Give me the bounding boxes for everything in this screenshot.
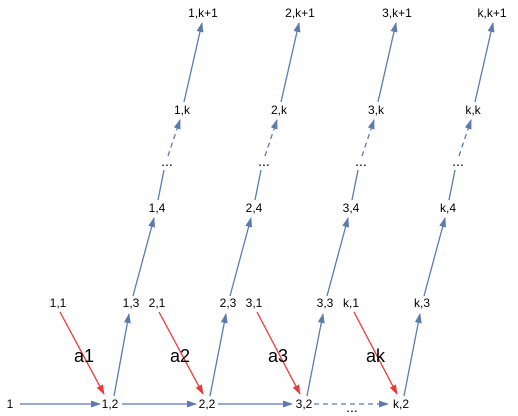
edge-3k-to-3kp xyxy=(377,22,398,103)
node-3-3: 3,3 xyxy=(317,296,334,310)
node-k-k-plus-1: k,k+1 xyxy=(477,6,506,20)
node-1-2: 1,2 xyxy=(102,397,119,411)
node-2-4: 2,4 xyxy=(246,201,263,215)
edge-k3-to-k4 xyxy=(423,217,447,297)
node-k-4: k,4 xyxy=(440,201,456,215)
edge-2d-to-2k-dashed xyxy=(264,119,278,157)
node-k-3: k,3 xyxy=(414,296,430,310)
edge-13-to-14 xyxy=(132,217,156,297)
edge-32-to-33 xyxy=(306,313,325,397)
node-1-3: 1,3 xyxy=(123,296,140,310)
node-2-k: 2,k xyxy=(271,103,288,117)
edge-label-ak: ak xyxy=(366,346,386,366)
node-3-k-plus-1: 3,k+1 xyxy=(382,6,412,20)
edge-23-to-24 xyxy=(229,217,253,297)
edge-14-to-1d xyxy=(157,169,165,201)
edge-label-a3: a3 xyxy=(268,346,288,366)
node-3-ellipsis: ... xyxy=(355,153,367,169)
edge-k2-to-k3 xyxy=(403,313,422,397)
bottom-ellipsis: ... xyxy=(346,399,358,415)
node-2-k-plus-1: 2,k+1 xyxy=(285,6,315,20)
edge-34-to-3d xyxy=(351,169,359,201)
edge-12-to-13 xyxy=(113,313,131,397)
edge-label-a2: a2 xyxy=(170,346,190,366)
node-2-ellipsis: ... xyxy=(258,153,270,169)
node-2-3: 2,3 xyxy=(220,296,237,310)
node-1-4: 1,4 xyxy=(149,201,166,215)
node-k-k: k,k xyxy=(465,103,481,117)
edge-21-to-22 xyxy=(158,311,204,395)
node-k-1: k,1 xyxy=(343,296,359,310)
edge-24-to-2d xyxy=(254,169,262,201)
edge-kk-to-kkp xyxy=(474,22,495,103)
edge-1d-to-1k-dashed xyxy=(167,119,181,157)
node-3-k: 3,k xyxy=(368,103,385,117)
node-1-1: 1,1 xyxy=(50,296,67,310)
edge-k4-to-kd xyxy=(448,169,456,201)
edge-2k-to-2kp xyxy=(280,22,301,103)
edge-1k-to-1kp xyxy=(183,22,204,103)
edge-22-to-23 xyxy=(209,313,228,397)
edge-31-to-32 xyxy=(256,311,301,395)
node-1-k-plus-1: 1,k+1 xyxy=(188,6,218,20)
edge-33-to-34 xyxy=(326,217,350,297)
node-3-2: 3,2 xyxy=(296,397,313,411)
node-2-1: 2,1 xyxy=(149,296,166,310)
node-1-ellipsis: ... xyxy=(161,153,173,169)
node-k-2: k,2 xyxy=(393,397,409,411)
node-1: 1 xyxy=(7,397,14,411)
edge-3d-to-3k-dashed xyxy=(361,119,375,157)
node-3-4: 3,4 xyxy=(343,201,360,215)
edge-kd-to-kk-dashed xyxy=(458,119,472,157)
node-k-ellipsis: ... xyxy=(452,153,464,169)
edge-k1-to-k2 xyxy=(353,311,398,395)
edge-11-to-12 xyxy=(59,311,105,395)
node-2-2: 2,2 xyxy=(199,397,216,411)
node-1-k: 1,k xyxy=(174,103,191,117)
node-3-1: 3,1 xyxy=(246,296,263,310)
edge-label-a1: a1 xyxy=(74,346,94,366)
